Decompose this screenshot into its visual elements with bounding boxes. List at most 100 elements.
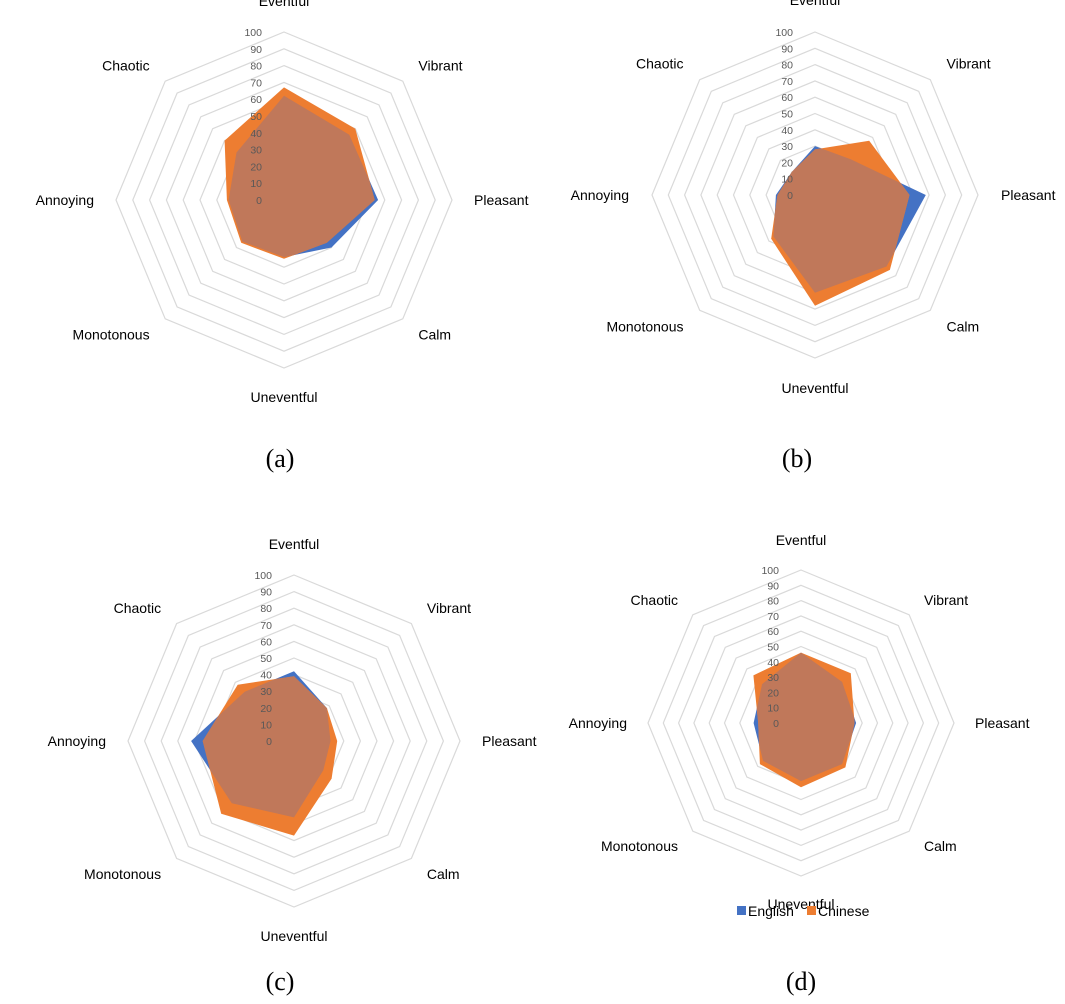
category-label-pleasant: Pleasant xyxy=(975,715,1030,731)
tick-label: 70 xyxy=(781,76,793,88)
panel-caption: (a) xyxy=(266,444,295,473)
radar-chart: 1009080706050403020100EventfulVibrantPle… xyxy=(36,0,529,473)
radar-chart: 1009080706050403020100EventfulVibrantPle… xyxy=(48,536,537,996)
category-label-vibrant: Vibrant xyxy=(924,592,968,608)
grid-ring xyxy=(677,599,925,847)
tick-label: 30 xyxy=(250,145,262,157)
category-label-uneventful: Uneventful xyxy=(768,896,835,912)
tick-label: 60 xyxy=(250,94,262,106)
category-label-calm: Calm xyxy=(427,866,460,882)
category-label-vibrant: Vibrant xyxy=(947,56,991,72)
category-label-annoying: Annoying xyxy=(571,187,629,203)
grid-ring xyxy=(165,81,403,319)
category-label-eventful: Eventful xyxy=(790,0,841,8)
legend-label-chinese: Chinese xyxy=(818,903,870,919)
grid-ring xyxy=(667,47,963,343)
tick-label: 20 xyxy=(250,161,262,173)
category-label-calm: Calm xyxy=(924,838,957,854)
tick-label: 20 xyxy=(767,687,779,699)
tick-label: 30 xyxy=(781,141,793,153)
tick-label: 90 xyxy=(767,580,779,592)
grid-ring xyxy=(647,569,955,877)
radar-chart: 1009080706050403020100EventfulVibrantPle… xyxy=(571,0,1056,473)
tick-label: 30 xyxy=(260,686,272,698)
panel-caption: (b) xyxy=(782,444,812,473)
grid-ring xyxy=(708,630,894,816)
tick-label: 50 xyxy=(781,109,793,121)
category-label-chaotic: Chaotic xyxy=(636,56,683,72)
tick-label: 70 xyxy=(250,77,262,89)
tick-label: 10 xyxy=(250,178,262,190)
grid-ring xyxy=(651,31,979,359)
tick-label: 100 xyxy=(775,27,793,39)
tick-label: 80 xyxy=(781,60,793,72)
series-overlap xyxy=(753,652,855,782)
tick-label: 90 xyxy=(781,43,793,55)
tick-label: 80 xyxy=(260,603,272,615)
tick-label: 40 xyxy=(781,125,793,137)
category-label-annoying: Annoying xyxy=(569,715,627,731)
category-label-chaotic: Chaotic xyxy=(102,58,149,74)
legend-label-english: English xyxy=(748,903,794,919)
category-label-calm: Calm xyxy=(947,319,980,335)
radar-chart: 1009080706050403020100EventfulVibrantPle… xyxy=(569,532,1030,996)
tick-label: 90 xyxy=(250,44,262,56)
category-label-chaotic: Chaotic xyxy=(114,600,161,616)
tick-label: 50 xyxy=(260,653,272,665)
series-overlap xyxy=(228,95,375,258)
tick-label: 100 xyxy=(254,570,272,582)
legend: English Chinese xyxy=(737,903,870,919)
tick-label: 20 xyxy=(260,703,272,715)
series-overlap xyxy=(202,676,331,818)
tick-label: 0 xyxy=(773,718,779,730)
series-overlap xyxy=(773,146,910,293)
panel-caption: (d) xyxy=(786,967,816,996)
category-label-pleasant: Pleasant xyxy=(474,192,529,208)
tick-label: 0 xyxy=(787,190,793,202)
tick-label: 50 xyxy=(767,642,779,654)
grid-ring xyxy=(115,31,453,369)
tick-label: 10 xyxy=(260,719,272,731)
category-label-uneventful: Uneventful xyxy=(251,389,318,405)
grid-ring xyxy=(160,607,428,875)
tick-label: 90 xyxy=(260,587,272,599)
tick-label: 40 xyxy=(250,128,262,140)
tick-label: 60 xyxy=(781,92,793,104)
tick-label: 100 xyxy=(244,27,262,39)
category-label-pleasant: Pleasant xyxy=(1001,187,1056,203)
grid-ring xyxy=(700,80,930,310)
category-label-vibrant: Vibrant xyxy=(427,600,471,616)
panel-caption: (c) xyxy=(266,967,295,996)
grid-ring xyxy=(662,584,940,862)
grid-ring xyxy=(143,590,445,892)
tick-label: 70 xyxy=(767,611,779,623)
tick-label: 10 xyxy=(781,174,793,186)
category-label-uneventful: Uneventful xyxy=(261,928,328,944)
category-label-annoying: Annoying xyxy=(36,192,94,208)
tick-label: 30 xyxy=(767,672,779,684)
category-label-monotonous: Monotonous xyxy=(84,866,161,882)
category-label-chaotic: Chaotic xyxy=(631,592,678,608)
grid-ring xyxy=(132,48,436,352)
tick-label: 80 xyxy=(250,61,262,73)
grid-ring xyxy=(177,624,411,858)
category-label-monotonous: Monotonous xyxy=(601,838,678,854)
tick-label: 50 xyxy=(250,111,262,123)
tick-label: 100 xyxy=(761,565,779,577)
category-label-calm: Calm xyxy=(418,326,451,342)
tick-label: 60 xyxy=(260,636,272,648)
legend-swatch-chinese xyxy=(807,906,816,915)
tick-label: 60 xyxy=(767,626,779,638)
tick-label: 0 xyxy=(256,195,262,207)
grid-ring xyxy=(683,63,947,327)
tick-label: 20 xyxy=(781,157,793,169)
category-label-eventful: Eventful xyxy=(776,532,827,548)
category-label-eventful: Eventful xyxy=(269,536,320,552)
tick-label: 10 xyxy=(767,703,779,715)
category-label-monotonous: Monotonous xyxy=(73,326,150,342)
category-label-uneventful: Uneventful xyxy=(782,380,849,396)
tick-label: 0 xyxy=(266,736,272,748)
grid-ring xyxy=(127,574,461,908)
grid-ring xyxy=(148,64,420,336)
